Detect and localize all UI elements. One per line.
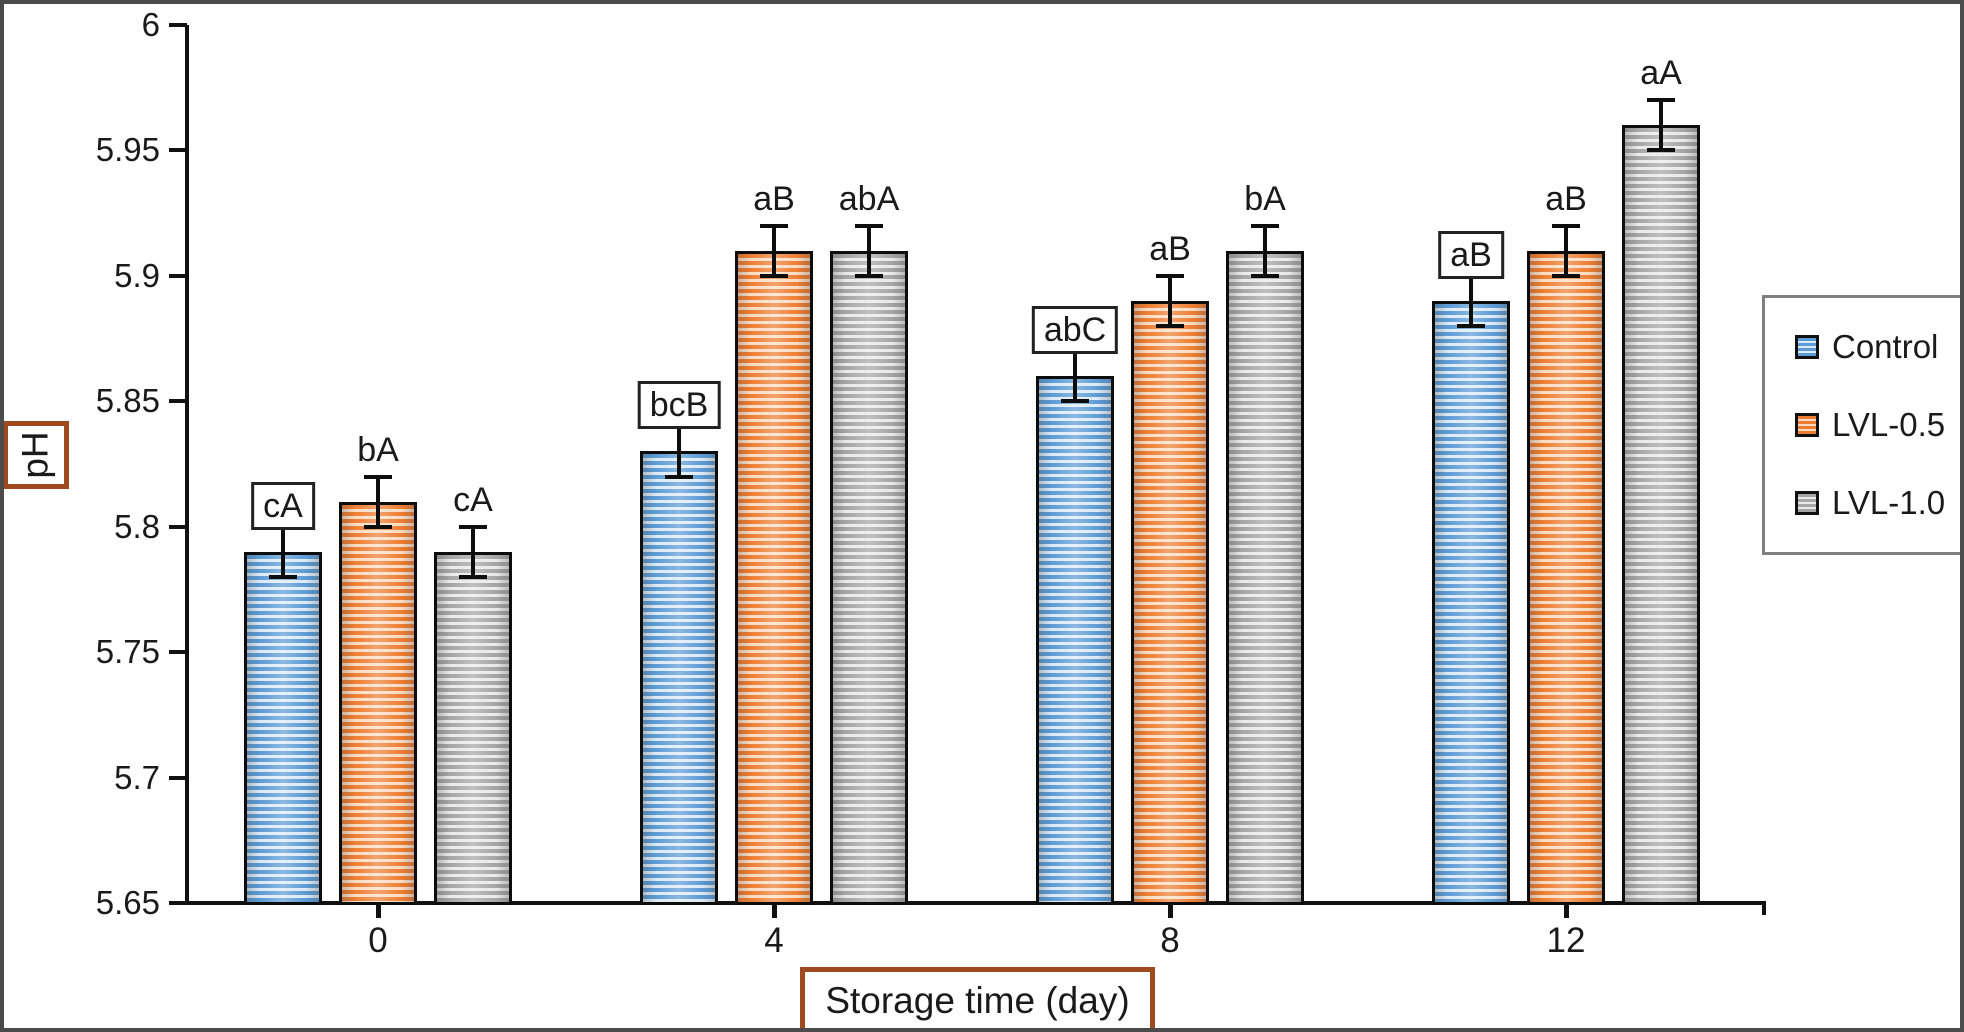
sig-label-control-day8: abC	[1031, 306, 1119, 355]
sig-label-lvl-0-5-day8: aB	[1149, 229, 1191, 268]
legend-swatch-lvl-0.5	[1795, 413, 1819, 437]
legend-label-lvl-0.5: LVL-0.5	[1832, 406, 1946, 443]
error-bar-cap-bottom	[459, 574, 487, 579]
x-axis-line	[185, 901, 1766, 905]
y-tick	[169, 23, 187, 27]
bar-control-day8	[1036, 376, 1114, 905]
error-bar-line	[1073, 351, 1077, 402]
y-tick-label: 5.85	[95, 382, 160, 420]
bar-lvl-1-0-day4	[830, 250, 908, 905]
bar-control-day4	[640, 451, 718, 905]
legend-swatch-control	[1795, 335, 1819, 359]
x-tick-label: 4	[764, 921, 784, 960]
y-tick	[169, 775, 187, 780]
y-axis-title-box: pH	[3, 421, 69, 489]
error-bar-line	[677, 426, 681, 477]
error-bar-cap-top	[760, 223, 788, 228]
error-bar-line	[1659, 100, 1663, 151]
bar-control-day12	[1432, 300, 1510, 905]
x-axis-title-box: Storage time (day)	[800, 967, 1155, 1032]
error-bar-line	[1263, 225, 1267, 276]
legend-label-control: Control	[1832, 328, 1939, 365]
y-tick-label: 5.95	[95, 131, 160, 169]
error-bar-line	[1168, 275, 1172, 326]
y-tick-label: 5.8	[114, 507, 160, 545]
sig-label-lvl-1-0-day4: abA	[838, 179, 900, 218]
bar-lvl-1-0-day8	[1226, 250, 1304, 905]
x-axis-end-tick	[1762, 901, 1766, 915]
x-tick-label: 0	[368, 921, 388, 960]
y-tick	[169, 524, 187, 529]
sig-label-lvl-0-5-day12: aB	[1545, 179, 1587, 218]
error-bar-cap-top	[459, 524, 487, 529]
error-bar-cap-bottom	[1251, 273, 1279, 278]
legend: Control LVL-0.5 LVL-1.0	[1762, 295, 1964, 555]
legend-swatch-lvl-1.0	[1795, 491, 1819, 515]
error-bar-line	[281, 526, 285, 577]
y-tick-label: 5.9	[114, 256, 160, 294]
error-bar-line	[772, 225, 776, 276]
x-tick	[1564, 905, 1569, 918]
y-tick-label: 5.75	[95, 633, 160, 671]
bar-lvl-0-5-day12	[1527, 250, 1605, 905]
error-bar-cap-bottom	[1647, 148, 1675, 153]
error-bar-cap-bottom	[665, 474, 693, 479]
bar-lvl-1-0-day12	[1622, 125, 1700, 905]
legend-label-lvl-1.0: LVL-1.0	[1832, 484, 1946, 521]
sig-label-control-day0: cA	[251, 481, 315, 530]
error-bar-cap-top	[1251, 223, 1279, 228]
error-bar-cap-top	[855, 223, 883, 228]
error-bar-line	[471, 526, 475, 577]
sig-label-lvl-0-5-day4: aB	[753, 179, 795, 218]
bar-lvl-1-0-day0	[434, 551, 512, 905]
y-axis-title: pH	[15, 431, 56, 479]
bar-lvl-0-5-day4	[735, 250, 813, 905]
error-bar-cap-top	[1647, 98, 1675, 103]
error-bar-cap-bottom	[364, 524, 392, 529]
y-tick	[169, 273, 187, 278]
x-tick-label: 8	[1160, 921, 1180, 960]
error-bar-line	[376, 476, 380, 527]
sig-label-lvl-0-5-day0: bA	[357, 430, 399, 469]
error-bar-cap-bottom	[1552, 273, 1580, 278]
y-tick	[169, 901, 187, 905]
x-tick	[1168, 905, 1173, 918]
bar-control-day0	[244, 551, 322, 905]
error-bar-line	[1469, 275, 1473, 326]
error-bar-cap-bottom	[269, 574, 297, 579]
y-axis-line	[185, 25, 189, 905]
y-tick-label: 6	[141, 6, 160, 43]
x-tick-label: 12	[1546, 921, 1586, 960]
sig-label-lvl-1-0-day12: aA	[1640, 54, 1682, 93]
y-tick	[169, 650, 187, 655]
error-bar-line	[1564, 225, 1568, 276]
error-bar-cap-bottom	[1156, 324, 1184, 329]
error-bar-cap-top	[1552, 223, 1580, 228]
legend-item-control: Control	[1795, 328, 1961, 366]
bar-lvl-0-5-day0	[339, 501, 417, 905]
y-tick-label: 5.65	[95, 884, 160, 921]
x-axis-title: Storage time (day)	[825, 980, 1130, 1021]
error-bar-cap-bottom	[1061, 399, 1089, 404]
error-bar-cap-top	[364, 474, 392, 479]
y-tick	[169, 399, 187, 404]
y-tick	[169, 148, 187, 153]
x-tick	[772, 905, 777, 918]
sig-label-control-day12: aB	[1438, 230, 1504, 279]
bar-lvl-0-5-day8	[1131, 300, 1209, 905]
y-tick-label: 5.7	[114, 758, 160, 796]
error-bar-cap-bottom	[760, 273, 788, 278]
sig-label-lvl-1-0-day8: bA	[1244, 179, 1286, 218]
x-tick	[376, 905, 381, 918]
legend-item-lvl-0.5: LVL-0.5	[1795, 406, 1961, 444]
sig-label-control-day4: bcB	[637, 381, 721, 430]
legend-item-lvl-1.0: LVL-1.0	[1795, 484, 1961, 522]
error-bar-cap-bottom	[855, 273, 883, 278]
sig-label-lvl-1-0-day0: cA	[453, 480, 493, 519]
error-bar-cap-top	[1156, 273, 1184, 278]
error-bar-cap-bottom	[1457, 324, 1485, 329]
error-bar-line	[867, 225, 871, 276]
